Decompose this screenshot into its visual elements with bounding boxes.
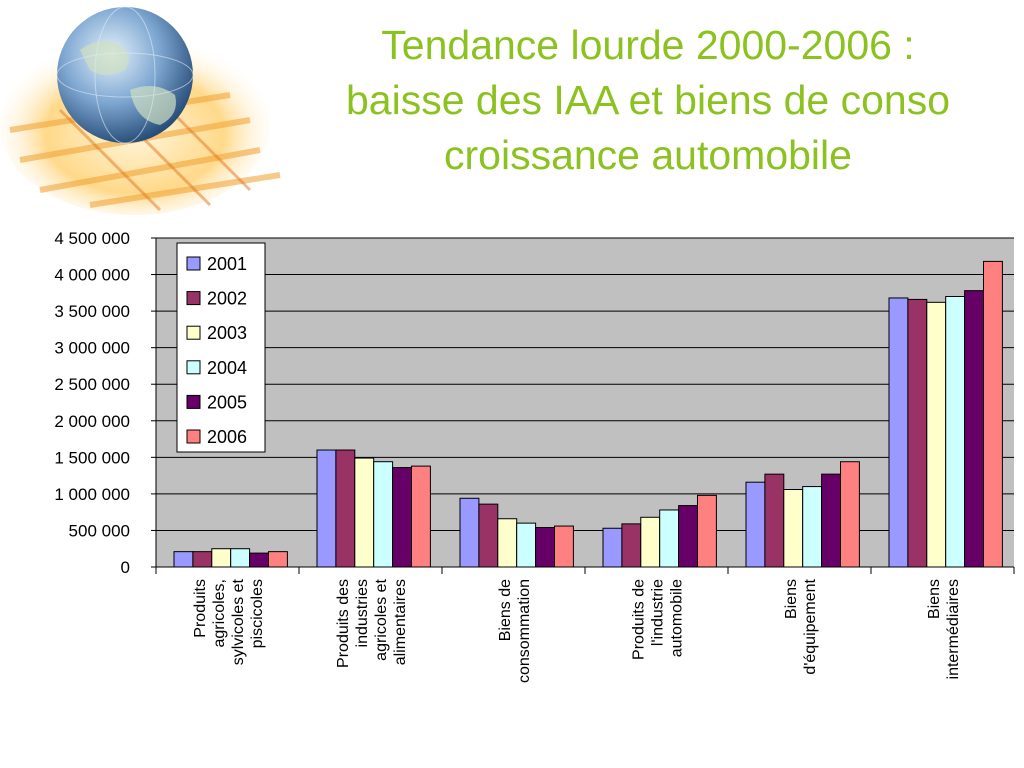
bar-2003 bbox=[211, 548, 232, 568]
x-category-label-line: piscicoles bbox=[249, 579, 266, 648]
title-line-3: croissance automobile bbox=[444, 132, 852, 178]
bar-2002 bbox=[478, 503, 499, 568]
legend-label: 2004 bbox=[207, 358, 247, 378]
bar-2006 bbox=[697, 494, 717, 568]
x-category-label: Biens d'équipement bbox=[783, 578, 819, 674]
bar-2004 bbox=[945, 295, 966, 568]
y-tick-label: 3 000 000 bbox=[54, 339, 130, 358]
x-category-label-line: Biens de bbox=[497, 579, 514, 641]
bar-2005 bbox=[535, 527, 555, 568]
legend-label: 2006 bbox=[207, 427, 247, 447]
x-category-label: Biens intermédiaires bbox=[926, 579, 962, 679]
legend-swatch-2006 bbox=[186, 429, 201, 444]
bar-2005 bbox=[821, 473, 841, 568]
legend: 2001 2002 2003 2004 2005 2006 bbox=[176, 242, 266, 453]
x-category-label: Produits de l'industrie automobile bbox=[631, 579, 686, 660]
bar-2001 bbox=[888, 297, 909, 568]
bar-2001 bbox=[745, 481, 766, 568]
bar-2006 bbox=[411, 465, 431, 568]
bar-2001 bbox=[602, 527, 623, 568]
y-tick-label: 4 500 000 bbox=[54, 229, 130, 248]
y-tick-labels: 0 500 000 1 000 000 1 500 000 2 000 000 2 500… bbox=[54, 229, 130, 577]
bar-2004 bbox=[230, 548, 251, 568]
legend-label: 2001 bbox=[207, 254, 247, 274]
y-tick-label: 500 000 bbox=[69, 521, 130, 540]
bar-2006 bbox=[554, 525, 574, 568]
bar-2002 bbox=[335, 449, 356, 568]
bar-2002 bbox=[907, 298, 928, 568]
bar-2001 bbox=[316, 449, 337, 568]
x-category-labels: Produits agricoles, sylvicoles et piscicole… bbox=[192, 578, 962, 683]
bar-2006 bbox=[840, 461, 860, 568]
bar-2002 bbox=[764, 473, 785, 568]
x-category-label: Biens de consommation bbox=[497, 579, 533, 683]
x-category-label-line: Biens bbox=[783, 579, 800, 619]
y-tick-label: 1 000 000 bbox=[54, 485, 130, 504]
y-tick-label: 0 bbox=[121, 558, 130, 577]
bar-2006 bbox=[983, 260, 1003, 568]
x-category-label-line: sylvicoles et bbox=[230, 578, 247, 665]
x-category-label-line: Produits bbox=[192, 579, 209, 638]
bar-2005 bbox=[392, 467, 413, 568]
x-category-label: Produits agricoles, sylvicoles et piscicole… bbox=[192, 578, 266, 665]
x-category-label-line: industries bbox=[354, 579, 371, 647]
globe-icon bbox=[0, 6, 281, 215]
slide-title: Tendance lourde 2000-2006 : baisse des I… bbox=[292, 18, 1004, 183]
legend-label: 2005 bbox=[207, 392, 247, 412]
legend-label: 2003 bbox=[207, 323, 247, 343]
title-line-2: baisse des IAA et biens de conso bbox=[345, 77, 950, 123]
legend-swatch-2005 bbox=[186, 394, 201, 409]
y-tick-label: 1 500 000 bbox=[54, 448, 130, 467]
bar-2003 bbox=[783, 489, 804, 568]
bar-2005 bbox=[678, 505, 698, 568]
x-category-label-line: agricoles, bbox=[211, 579, 228, 647]
bar-2003 bbox=[640, 516, 661, 568]
bar-2001 bbox=[459, 497, 480, 568]
bar-2006 bbox=[268, 551, 288, 568]
x-category-label: Produits des industries agricoles et alimen… bbox=[335, 578, 409, 667]
legend-swatch-2002 bbox=[186, 291, 201, 306]
bar-2002 bbox=[621, 523, 642, 568]
legend-label: 2002 bbox=[207, 289, 247, 309]
title-line-1: Tendance lourde 2000-2006 : bbox=[381, 22, 915, 68]
bar-2003 bbox=[354, 457, 375, 568]
bar-2005 bbox=[249, 552, 270, 568]
bar-2005 bbox=[964, 290, 984, 568]
bar-2004 bbox=[373, 461, 394, 568]
x-category-label-line: Biens bbox=[926, 579, 943, 619]
y-tick-label: 4 000 000 bbox=[54, 266, 130, 285]
axes bbox=[155, 238, 1015, 574]
x-category-label-line: automobile bbox=[669, 579, 686, 657]
plot-area bbox=[156, 238, 1014, 567]
legend-swatch-2001 bbox=[186, 256, 201, 271]
legend-swatch-2004 bbox=[186, 360, 201, 375]
bar-2002 bbox=[192, 551, 213, 568]
x-category-label-line: d'équipement bbox=[802, 578, 819, 674]
legend-swatch-2003 bbox=[186, 325, 201, 340]
x-category-label-line: consommation bbox=[516, 579, 533, 683]
bar-2001 bbox=[173, 551, 194, 568]
x-category-label-line: alimentaires bbox=[392, 579, 409, 665]
bar-2004 bbox=[802, 486, 823, 568]
bar-2004 bbox=[516, 522, 537, 568]
bar-2004 bbox=[659, 509, 680, 568]
y-tick-label: 2 500 000 bbox=[54, 375, 130, 394]
x-category-label-line: intermédiaires bbox=[945, 579, 962, 679]
x-category-label-line: Produits de bbox=[631, 579, 648, 660]
x-category-label-line: agricoles et bbox=[373, 578, 390, 660]
y-tick-label: 2 000 000 bbox=[54, 412, 130, 431]
bar-2003 bbox=[926, 301, 947, 568]
x-category-label-line: Produits des bbox=[335, 579, 352, 668]
legend-box bbox=[176, 242, 266, 453]
x-category-label-line: l'industrie bbox=[650, 579, 667, 646]
y-tick-label: 3 500 000 bbox=[54, 302, 130, 321]
bar-2003 bbox=[497, 518, 518, 568]
